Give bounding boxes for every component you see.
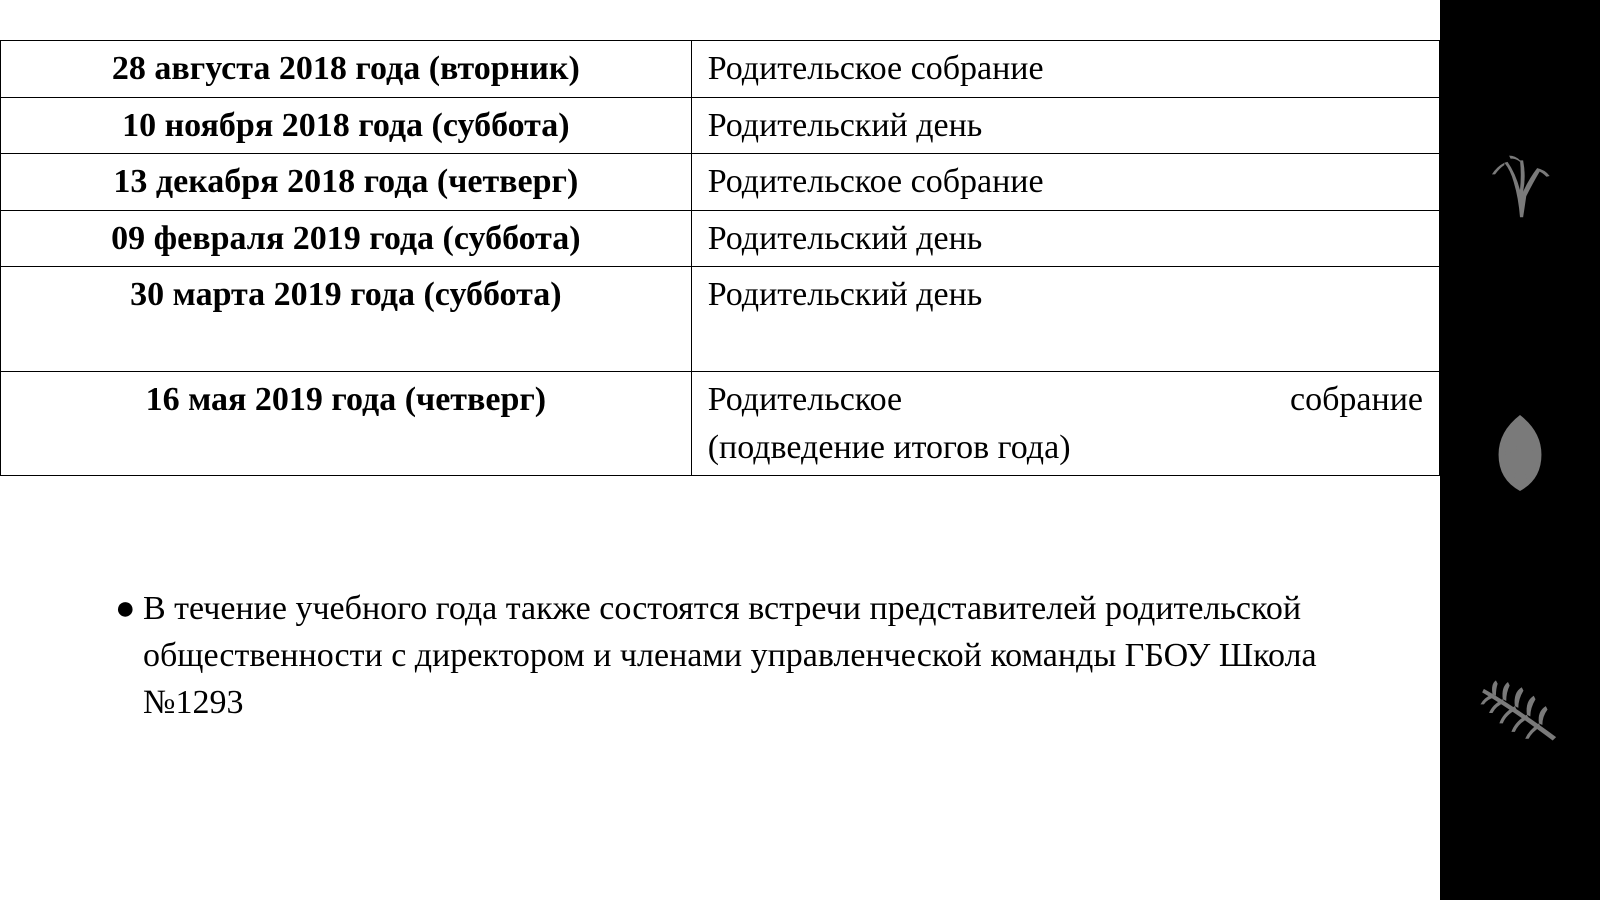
event-text: Родительское: [708, 376, 902, 424]
fern-leaf-icon: [1477, 677, 1563, 749]
note-item: ● В течение учебного года также состоятс…: [115, 586, 1400, 727]
table-row: 10 ноября 2018 года (суббота)Родительски…: [1, 97, 1440, 154]
date-cell: 13 декабря 2018 года (четверг): [1, 154, 692, 211]
date-cell: 09 февраля 2019 года (суббота): [1, 210, 692, 267]
event-cell: Родительский день: [691, 97, 1439, 154]
table-row: 09 февраля 2019 года (суббота)Родительск…: [1, 210, 1440, 267]
event-cell: Родительское собрание(подведение итогов г…: [691, 371, 1439, 475]
event-cell: Родительский день: [691, 267, 1439, 372]
note-block: ● В течение учебного года также состоятс…: [0, 586, 1440, 727]
date-cell: 16 мая 2019 года (четверг): [1, 371, 692, 475]
bullet-marker: ●: [115, 586, 143, 727]
event-cell: Родительское собрание: [691, 154, 1439, 211]
decoration-sidebar: [1440, 0, 1600, 900]
oval-leaf-icon: [1487, 410, 1553, 496]
palm-leaf-icon: [1481, 151, 1559, 229]
date-cell: 30 марта 2019 года (суббота): [1, 267, 692, 372]
event-cell: Родительское собрание: [691, 41, 1439, 98]
table-row: 16 мая 2019 года (четверг) Родительское со…: [1, 371, 1440, 475]
schedule-table: 28 августа 2018 года (вторник)Родительск…: [0, 40, 1440, 476]
event-text: собрание: [1290, 376, 1423, 424]
event-cell: Родительский день: [691, 210, 1439, 267]
date-cell: 10 ноября 2018 года (суббота): [1, 97, 692, 154]
event-text: (подведение итогов года): [708, 424, 1423, 472]
table-row: 30 марта 2019 года (суббота)Родительский…: [1, 267, 1440, 372]
table-row: 28 августа 2018 года (вторник)Родительск…: [1, 41, 1440, 98]
date-cell: 28 августа 2018 года (вторник): [1, 41, 692, 98]
table-row: 13 декабря 2018 года (четверг)Родительск…: [1, 154, 1440, 211]
note-text: В течение учебного года также состоятся …: [143, 586, 1400, 727]
main-content: 28 августа 2018 года (вторник)Родительск…: [0, 0, 1440, 900]
